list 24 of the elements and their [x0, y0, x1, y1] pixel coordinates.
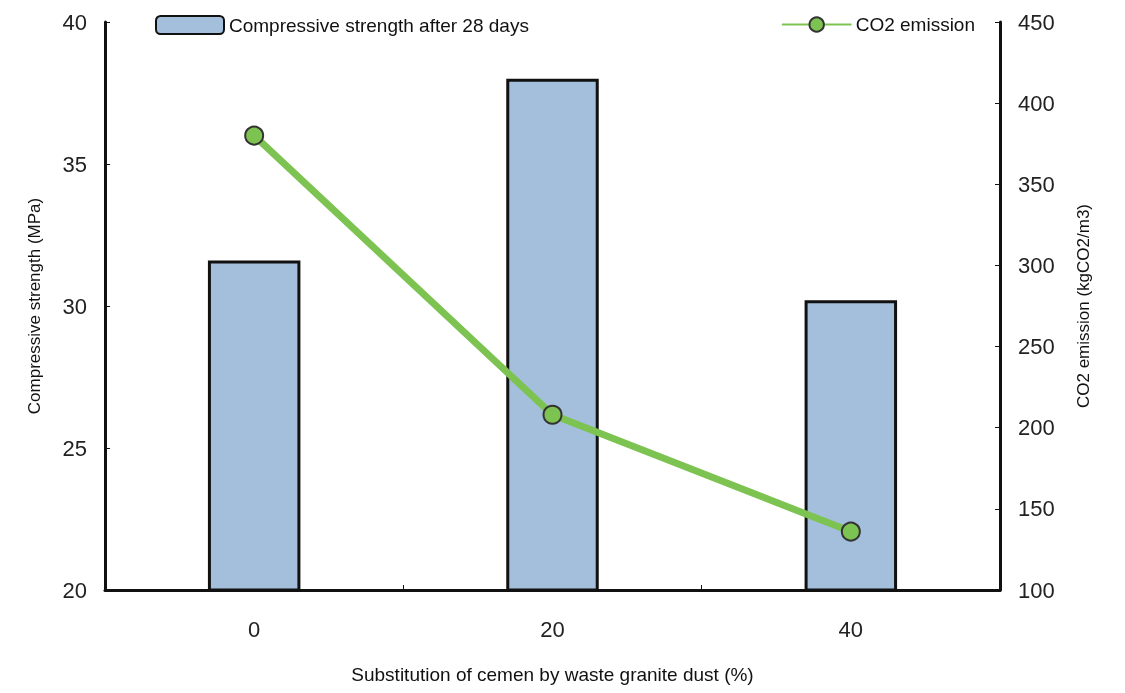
y2-tick-label: 100	[1018, 577, 1055, 603]
y2-tick-label: 150	[1018, 496, 1055, 522]
x-tick-label: 0	[248, 616, 261, 642]
x-axis-title: Substitution of cemen by waste granite dust (%)	[351, 664, 754, 685]
y-tick-label: 25	[62, 435, 87, 461]
y-tick-label: 30	[62, 293, 87, 319]
x-tick-label: 20	[540, 616, 565, 642]
legend-label: CO2 emission	[855, 14, 976, 35]
y-tick-label: 40	[62, 9, 87, 35]
legend-label: Compressive strength after 28 days	[229, 14, 529, 36]
y-tick-label: 35	[62, 151, 87, 177]
point	[542, 404, 563, 425]
y2-tick-label: 250	[1018, 334, 1055, 360]
point	[244, 125, 265, 146]
point	[840, 521, 861, 542]
y-tick-label: 20	[62, 577, 87, 603]
y2-tick-label: 200	[1018, 415, 1055, 441]
y2-tick-label: 300	[1018, 252, 1055, 278]
y2-tick-label: 450	[1018, 9, 1055, 35]
y-axis-title: Compressive strength (MPa)	[25, 197, 44, 415]
y2-tick-label: 350	[1018, 171, 1055, 197]
y2-axis-title: CO2 emission (kgCO2/m3)	[1074, 203, 1093, 409]
y2-tick-label: 400	[1018, 90, 1055, 116]
x-tick-label: 40	[838, 616, 864, 642]
